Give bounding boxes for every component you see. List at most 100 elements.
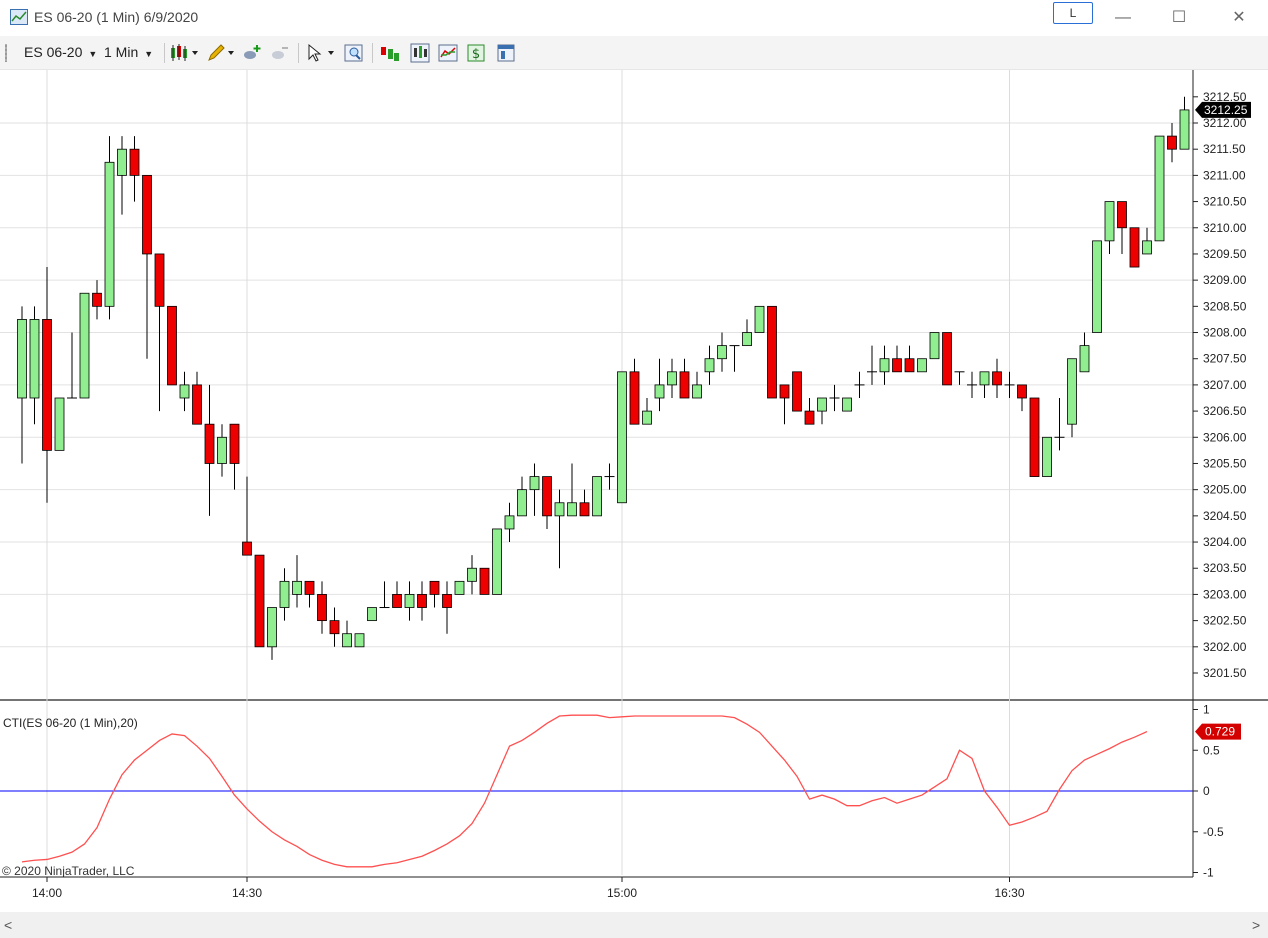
maximize-button[interactable]: ☐ — [1171, 9, 1187, 26]
candle-up — [567, 502, 577, 517]
candle-up — [592, 476, 602, 517]
candle-up — [717, 345, 727, 360]
candle-down — [417, 594, 427, 608]
candle-down — [142, 174, 152, 255]
interval-selector[interactable]: 1 Min ▼ — [104, 44, 153, 60]
horizontal-scrollbar[interactable]: < > — [0, 912, 1268, 938]
remove-indicator-icon[interactable] — [270, 43, 290, 63]
last-price-marker — [1195, 101, 1251, 118]
candle-down — [204, 423, 215, 464]
price-tick-label: 3207.50 — [1203, 352, 1247, 366]
candle-up — [217, 436, 227, 464]
time-tick-label: 14:30 — [232, 886, 262, 900]
instrument-selector[interactable]: ES 06-20 ▼ — [24, 44, 97, 60]
candle-up — [879, 358, 890, 373]
candle-down — [442, 594, 452, 608]
candle-up — [817, 397, 827, 412]
link-button[interactable]: L — [1053, 2, 1093, 24]
candle-up — [654, 384, 665, 399]
candle-down — [942, 332, 952, 386]
candle-up — [454, 580, 465, 595]
close-button[interactable]: ✕ — [1232, 9, 1246, 26]
candle-up — [1104, 201, 1115, 242]
candle-down — [317, 594, 327, 622]
candle-up — [642, 410, 652, 425]
chart-area[interactable]: CTI(ES 06-20 (1 Min),20) © 2020 NinjaTra… — [0, 70, 1268, 912]
drawing-tool-icon[interactable] — [206, 43, 236, 63]
grid — [0, 70, 1268, 875]
candle-down — [767, 305, 777, 399]
candle-down — [304, 580, 315, 595]
candle-down — [1167, 135, 1177, 150]
zoom-icon[interactable] — [344, 43, 364, 63]
candle-down — [429, 580, 440, 595]
price-tick-label: 3204.00 — [1203, 535, 1247, 549]
candle-down — [329, 620, 340, 635]
candle-up — [929, 332, 940, 360]
price-tick-label: 3208.50 — [1203, 299, 1247, 313]
candle-down — [992, 371, 1002, 386]
price-tick-label: 3212.50 — [1203, 90, 1247, 104]
candle-down — [779, 384, 790, 399]
toolbar-separator — [298, 43, 299, 63]
candle-down — [904, 358, 915, 373]
scrollbar-thumb[interactable] — [22, 916, 1242, 934]
window-title: ES 06-20 (1 Min) 6/9/2020 — [34, 9, 199, 25]
candle-up — [1042, 436, 1052, 477]
interval-label: 1 Min — [104, 44, 139, 60]
cti-line — [21, 714, 1148, 868]
last-cti-label: 0.729 — [1205, 725, 1235, 739]
candle-up — [117, 148, 127, 176]
candle-up — [104, 161, 115, 307]
candle-down — [1117, 201, 1127, 229]
properties-icon[interactable] — [496, 43, 516, 63]
price-tick-label: 3211.00 — [1203, 168, 1246, 182]
candle-down — [804, 410, 815, 425]
dollar-icon[interactable]: $ — [466, 43, 486, 63]
candle-down — [792, 371, 802, 412]
chart-toolbar: ES 06-20 ▼ 1 Min ▼ $ — [0, 36, 1268, 70]
candle-up — [17, 319, 27, 399]
candle-up — [692, 384, 702, 399]
price-tick-label: 3203.00 — [1203, 587, 1247, 601]
scroll-right-icon[interactable]: > — [1252, 917, 1261, 933]
candle-down — [1029, 397, 1040, 477]
candle-up — [1092, 240, 1102, 333]
last-price-label: 3212.25 — [1204, 103, 1248, 117]
candle-up — [842, 397, 852, 412]
toolbar-grip[interactable] — [5, 44, 7, 62]
pointer-icon[interactable] — [306, 43, 336, 63]
scroll-left-icon[interactable]: < — [4, 917, 13, 933]
candle-up — [1079, 345, 1090, 373]
candle-down — [242, 541, 252, 556]
candle-down — [154, 253, 165, 307]
price-tick-label: 3205.50 — [1203, 456, 1247, 470]
price-tick-label: 3210.00 — [1203, 221, 1247, 235]
add-indicator-icon[interactable] — [242, 43, 262, 63]
caret-down-icon: ▼ — [88, 49, 98, 59]
candle-up — [504, 515, 515, 530]
chart-app-icon — [10, 9, 28, 25]
candle-up — [979, 371, 990, 386]
minimize-button[interactable]: — — [1115, 9, 1131, 26]
time-tick-label: 15:00 — [607, 886, 637, 900]
candle-up — [342, 633, 352, 648]
cti-tick-label: 1 — [1203, 703, 1210, 717]
candle-down — [42, 319, 52, 451]
data-series-icon[interactable] — [380, 43, 400, 63]
candle-up — [29, 319, 40, 399]
price-tick-label: 3203.50 — [1203, 561, 1247, 575]
candle-down — [129, 148, 140, 176]
candle-up — [1179, 109, 1190, 150]
price-tick-label: 3209.00 — [1203, 273, 1247, 287]
strategies-icon[interactable] — [438, 43, 458, 63]
chart-trader-icon[interactable] — [410, 43, 430, 63]
candle-up — [704, 358, 715, 373]
candle-up — [292, 580, 302, 595]
candle-up — [1142, 240, 1152, 255]
candle-up — [267, 607, 277, 648]
price-tick-label: 3202.50 — [1203, 614, 1247, 628]
chart-style-icon[interactable] — [170, 43, 200, 63]
candle-down — [192, 384, 202, 425]
cti-tick-label: 0.5 — [1203, 743, 1220, 757]
